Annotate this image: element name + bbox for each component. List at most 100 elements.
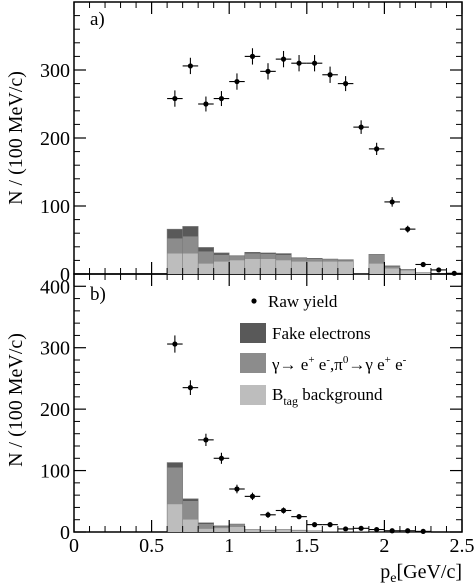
bar-a-s0-b10 [322,261,338,274]
point-b-9 [306,522,323,528]
bar-a-s2-b5 [244,252,261,254]
xtick-label-2: 1 [224,535,234,557]
xtick-label-0: 0 [69,535,79,557]
point-b-4 [229,484,245,494]
marker-b-7 [280,507,287,514]
bar-a-s0-b14 [384,268,400,274]
bar-a-s2-b11 [337,259,354,261]
point-a-15 [399,225,416,233]
bar-a-s1-b3 [213,254,230,262]
bar-b-s2-b4 [229,524,245,525]
xtick-label-1: 0.5 [139,535,164,557]
panel-a-raw-yield-points [167,48,462,276]
bar-a-s1-b1 [182,236,199,254]
legend-conv-sup3: 0 [343,354,349,366]
bar-a-s0-b15 [399,270,416,274]
legend: Raw yield Fake electrons γ→ e+ e-,π0→γ e… [240,292,407,408]
bar-b-s0-b4 [229,527,245,532]
bar-a-s0-b8 [291,261,307,274]
legend-conv-sup1: + [308,354,314,366]
point-a-5 [244,48,261,65]
panel-b-ticks: 0 100 200 300 400 0 0.5 1 1.5 2 2.5 [40,273,475,557]
point-a-7 [275,50,292,68]
point-b-0 [167,335,183,353]
ytick-label-a-2: 200 [40,128,70,150]
bar-a-s1-b7 [275,254,292,261]
point-b-13 [368,526,385,533]
legend-fake-swatch [240,323,266,343]
marker-a-6 [265,68,271,74]
x-axis-title: pe[GeV/c] [380,561,462,585]
marker-a-0 [172,95,178,102]
marker-a-14 [389,199,395,205]
bar-a-s2-b0 [167,229,183,239]
point-b-8 [291,514,307,520]
marker-b-11 [343,526,349,532]
point-b-5 [244,492,261,501]
legend-btag-label: Btag background [272,385,383,408]
bar-b-s1-b2 [198,524,214,529]
marker-a-8 [296,60,302,66]
marker-b-8 [296,514,302,520]
bar-a-s1-b5 [244,253,261,260]
bar-a-s0-b4 [229,260,245,274]
marker-a-3 [218,95,225,102]
bar-a-s1-b6 [260,254,276,260]
ytick-label-b-0: 0 [60,522,70,544]
bar-b-s2-b0 [167,462,183,468]
bar-a-s0-b0 [167,253,183,274]
bar-a-s2-b3 [213,252,230,255]
legend-conversion-swatch [240,353,266,373]
legend-conv-gamma: γ→ e [271,355,308,374]
bar-a-s1-b2 [198,251,214,264]
ytick-label-b-2: 200 [40,399,70,421]
marker-a-12 [358,124,364,130]
point-a-16 [415,261,431,268]
marker-a-11 [343,81,349,87]
panel-b-raw-yield-points [167,335,431,534]
bar-b-s0-b8 [291,530,307,532]
bar-b-s0-b5 [244,530,261,532]
bar-b-s2-b3 [213,525,230,527]
legend-conversion-label: γ→ e+ e-,π0→γ e+ e- [271,354,407,374]
bar-b-s2-b2 [198,522,214,525]
bar-a-s0-b11 [337,261,354,274]
marker-a-15 [405,226,411,232]
legend-btag-main: B [272,385,283,404]
marker-a-7 [280,56,287,62]
panel-b-hist-outline [166,462,431,533]
marker-b-1 [187,385,193,391]
bar-a-s2-b6 [260,252,276,255]
legend-raw-yield-marker [251,298,257,304]
marker-a-18 [451,270,457,276]
marker-a-4 [234,78,240,85]
marker-b-13 [374,526,380,533]
bar-a-s2-b14 [384,265,400,267]
point-a-14 [384,197,400,207]
bar-a-s1-b9 [306,259,323,262]
bar-a-s0-b3 [213,261,230,274]
bar-a-s0-b16 [415,272,431,274]
x-axis-title-sub: e [390,571,396,585]
bar-a-s2-b2 [198,247,214,252]
legend-conv-e2: e [391,355,403,374]
panel-a-hist-outline [166,226,432,275]
panel-b-frame [73,273,463,533]
point-a-2 [198,96,214,112]
bar-b-s0-b6 [260,530,276,532]
point-a-18 [446,270,462,276]
marker-b-12 [358,525,364,531]
panel-b-label: b) [90,284,106,305]
panel-a-y-axis-title: N / (100 MeV/c) [5,71,27,205]
bar-b-s1-b6 [260,530,276,531]
point-b-14 [384,528,400,534]
bar-a-s0-b7 [275,260,292,274]
marker-b-9 [311,522,318,528]
marker-a-17 [436,267,442,273]
legend-conv-sup5: - [403,354,407,366]
panel-b-stacked-bars [166,462,431,533]
bar-b-s0-b7 [275,530,292,532]
point-b-7 [275,507,292,514]
panel-a-ticks: 0 100 200 300 [40,2,463,286]
